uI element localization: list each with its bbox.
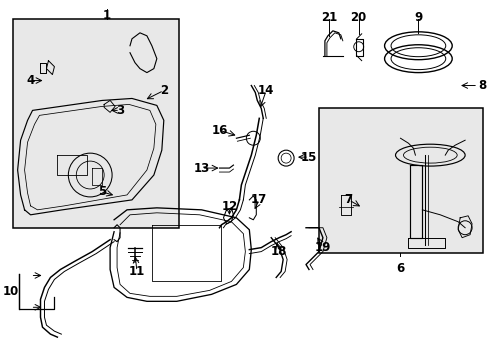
Text: 11: 11 (128, 265, 145, 278)
Text: 9: 9 (413, 11, 422, 24)
Text: 20: 20 (350, 11, 366, 24)
Text: 3: 3 (116, 104, 124, 117)
Text: 17: 17 (251, 193, 267, 206)
Text: 16: 16 (211, 124, 227, 137)
Text: 12: 12 (221, 201, 237, 213)
Bar (13, 19, 178, 228)
Text: 7: 7 (344, 193, 352, 206)
Text: 13: 13 (193, 162, 209, 175)
Text: 18: 18 (270, 245, 287, 258)
Bar (318, 108, 482, 253)
Text: 14: 14 (258, 84, 274, 97)
Text: 10: 10 (2, 285, 19, 298)
Text: 19: 19 (314, 241, 330, 254)
Text: 2: 2 (160, 84, 167, 97)
Text: 6: 6 (396, 262, 404, 275)
Text: 21: 21 (320, 11, 336, 24)
Text: 8: 8 (477, 79, 486, 92)
Text: 15: 15 (300, 150, 317, 164)
Text: 4: 4 (26, 74, 35, 87)
Text: 5: 5 (98, 185, 106, 198)
Text: 1: 1 (103, 9, 111, 22)
